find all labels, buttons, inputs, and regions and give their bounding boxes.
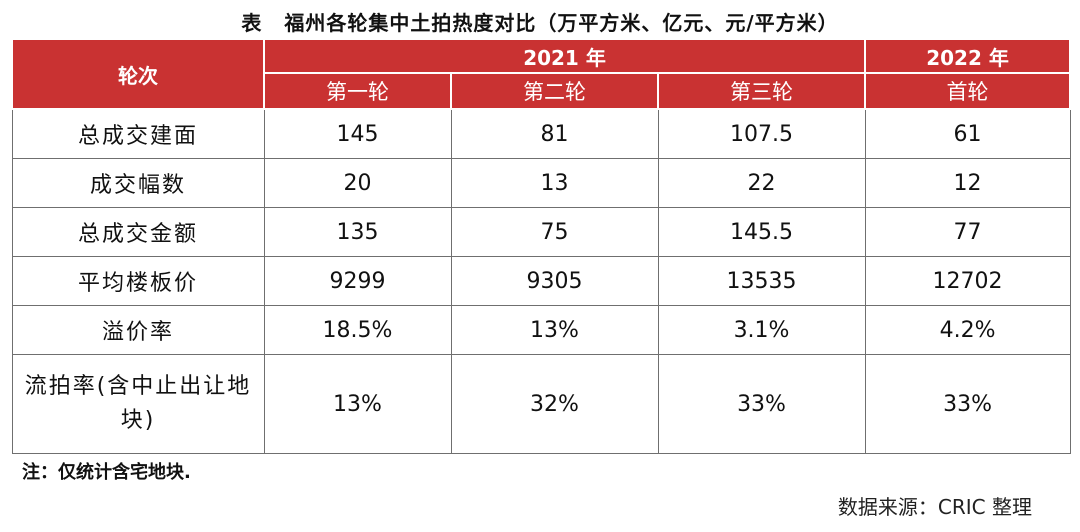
row-label: 成交幅数 <box>11 158 265 208</box>
table-cell: 33% <box>864 354 1071 454</box>
table-cell: 18.5% <box>263 305 452 355</box>
data-source: 数据来源：CRIC 整理 <box>837 495 1032 519</box>
table-cell: 145.5 <box>657 207 866 257</box>
table-cell: 13% <box>263 354 452 454</box>
header-year-2021: 2021 年 <box>262 38 867 74</box>
row-label: 流拍率(含中止出让地块) <box>11 354 265 454</box>
row-label: 总成交金额 <box>11 207 265 257</box>
header-round-first-2022: 首轮 <box>864 72 1072 110</box>
table-cell: 9305 <box>450 256 659 306</box>
table-body: 总成交建面 145 81 107.5 61 成交幅数 20 13 22 12 总… <box>11 108 1071 454</box>
header-row-years: 轮次 2021 年 2022 年 <box>11 38 1072 110</box>
header-corner-cell: 轮次 <box>11 38 265 110</box>
table-cell: 13535 <box>657 256 866 306</box>
table-cell: 61 <box>864 108 1071 159</box>
table-cell: 13% <box>450 305 659 355</box>
header-round-2: 第二轮 <box>450 72 659 110</box>
table-row: 总成交金额 135 75 145.5 77 <box>11 207 1071 257</box>
table-cell: 135 <box>263 207 452 257</box>
header-row-rounds: 第一轮 第二轮 第三轮 首轮 <box>12 72 1072 110</box>
table-cell: 4.2% <box>864 305 1071 355</box>
table-cell: 33% <box>657 354 866 454</box>
table-cell: 145 <box>263 108 452 159</box>
table-cell: 20 <box>263 158 452 208</box>
table-cell: 3.1% <box>657 305 866 355</box>
table-cell: 77 <box>864 207 1071 257</box>
table-row: 平均楼板价 9299 9305 13535 12702 <box>11 256 1071 306</box>
header-round-1: 第一轮 <box>263 72 452 110</box>
table-title-lead: 表 <box>241 11 263 35</box>
table-header: 轮次 2021 年 2022 年 第一轮 第二轮 第三轮 首轮 <box>11 38 1072 110</box>
table-row: 成交幅数 20 13 22 12 <box>11 158 1071 208</box>
table-row: 总成交建面 145 81 107.5 61 <box>11 108 1071 159</box>
table-cell: 13 <box>450 158 659 208</box>
table-footnote: 注：仅统计含宅地块. <box>22 462 191 483</box>
land-auction-comparison-table: 轮次 2021 年 2022 年 第一轮 第二轮 第三轮 首轮 总成交建面 14… <box>11 38 1072 454</box>
table-row: 溢价率 18.5% 13% 3.1% 4.2% <box>11 305 1071 355</box>
table-cell: 12 <box>864 158 1071 208</box>
row-label: 总成交建面 <box>11 108 265 159</box>
table-cell: 12702 <box>864 256 1071 306</box>
table-title-text: 福州各轮集中土拍热度对比（万平方米、亿元、元/平方米） <box>284 11 839 35</box>
table-cell: 81 <box>450 108 659 159</box>
table-title: 表福州各轮集中土拍热度对比（万平方米、亿元、元/平方米） <box>0 7 1080 36</box>
table-cell: 9299 <box>263 256 452 306</box>
table-cell: 107.5 <box>657 108 866 159</box>
header-round-3: 第三轮 <box>656 72 867 110</box>
header-year-2022: 2022 年 <box>864 38 1072 74</box>
row-label: 溢价率 <box>11 305 265 355</box>
row-label: 平均楼板价 <box>11 256 265 306</box>
table-cell: 75 <box>450 207 659 257</box>
table-cell: 22 <box>657 158 866 208</box>
table-row: 流拍率(含中止出让地块) 13% 32% 33% 33% <box>11 354 1071 454</box>
table-cell: 32% <box>450 354 659 454</box>
